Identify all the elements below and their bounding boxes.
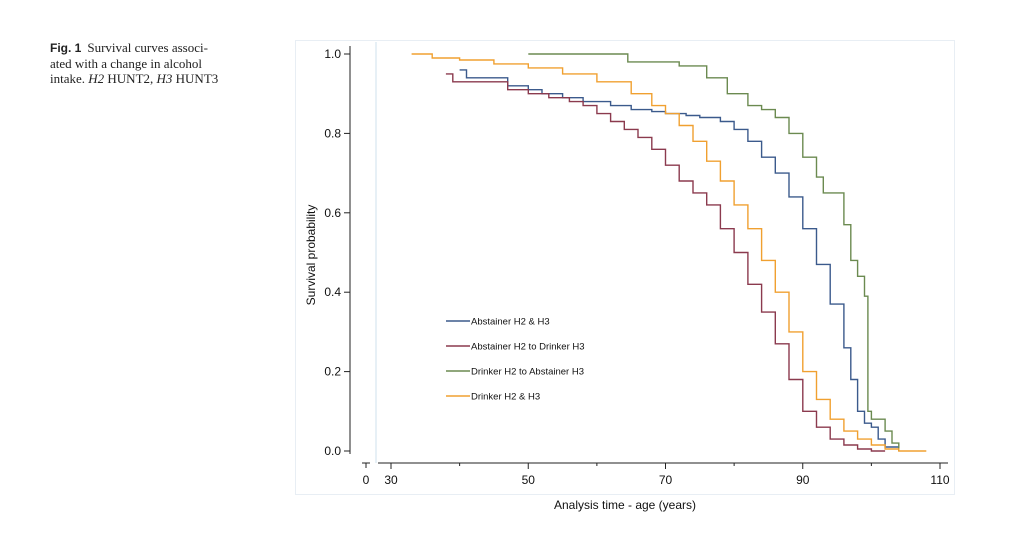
curve-series-1 [459,69,900,451]
x-tick-label: 50 [522,473,536,487]
caption-line-2: ated with a change in alcohol [50,56,202,71]
curve-series-2 [445,73,886,452]
x-tick-label: 30 [384,473,398,487]
legend-label: Abstainer H2 & H3 [471,317,550,328]
legend-label: Abstainer H2 to Drinker H3 [471,342,585,353]
plot-frame [295,40,955,495]
y-tick-label: 0.8 [324,126,341,140]
x-tick-label: 110 [930,473,949,487]
caption-text: HUNT2, [107,71,154,86]
caption-text: HUNT3 [175,71,219,86]
curve-series-3 [528,53,900,451]
y-tick-label: 0.4 [324,285,341,299]
figure-label: Fig. 1 [50,41,82,55]
legend-label: Drinker H2 & H3 [471,392,540,403]
y-tick-label: 1.0 [324,47,341,61]
y-tick-label: 0.0 [324,444,341,458]
y-axis-label: Survival probability [304,205,318,306]
legend-label: Drinker H2 to Abstainer H3 [471,367,584,378]
curve-series-4 [411,53,927,452]
x-axis-label: Analysis time - age (years) [554,498,696,512]
legend: Abstainer H2 & H3 Abstainer H2 to Drinker… [446,317,585,403]
x-tick-label: 70 [659,473,673,487]
caption-abbrev-h3: H3 [156,71,173,86]
axes-group: 0.0 0.2 0.4 0.6 0.8 1.0 0 30 50 70 90 110 [324,42,950,487]
figure-caption: Fig. 1 Survival curves associ- ated with … [50,40,265,86]
y-tick-label: 0.6 [324,206,341,220]
y-tick-label: 0.2 [324,365,341,379]
caption-line-3: intake. H2 HUNT2, H3 HUNT3 [50,71,265,86]
caption-line-1: Survival curves associ- [87,40,208,55]
x-tick-label-origin: 0 [363,473,370,487]
x-tick-label: 90 [796,473,810,487]
curves-group [411,53,927,452]
caption-text: intake. [50,71,86,86]
caption-abbrev-h2: H2 [88,71,105,86]
